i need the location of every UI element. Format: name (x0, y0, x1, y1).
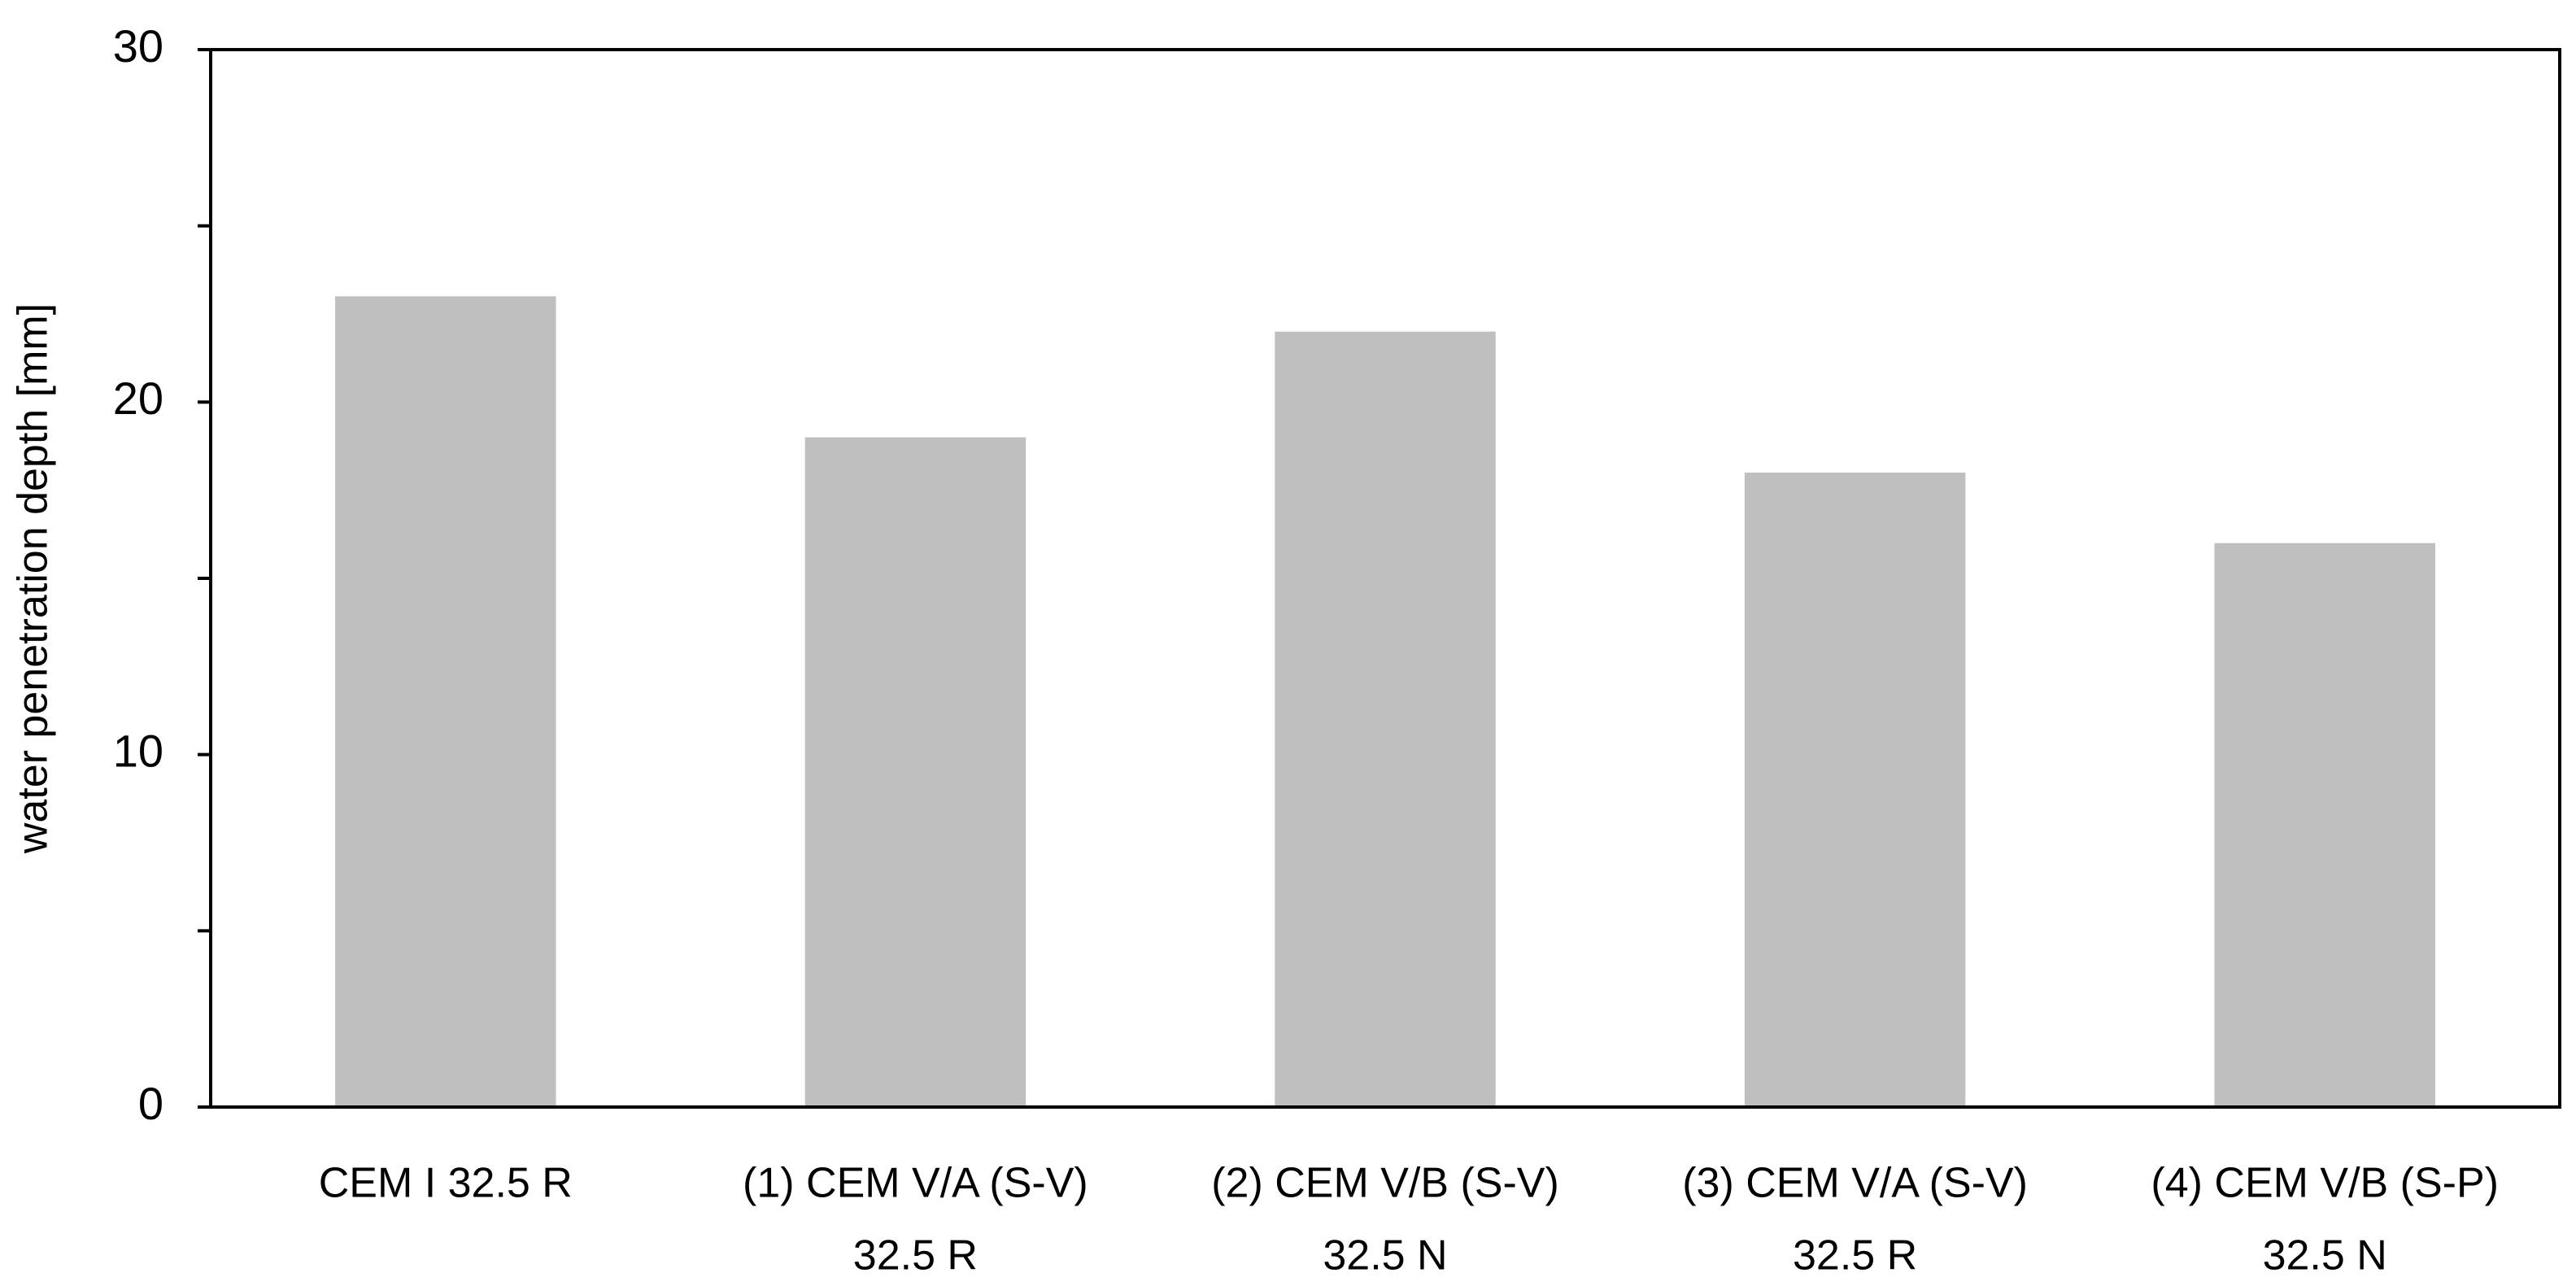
bar (2214, 543, 2435, 1107)
x-tick-label: (4) CEM V/B (S-P) (2151, 1160, 2499, 1207)
bar (335, 296, 556, 1107)
x-tick-label: (2) CEM V/B (S-V) (1211, 1160, 1559, 1207)
y-axis-title: water penetration depth [mm] (10, 303, 57, 854)
x-tick-label: CEM I 32.5 R (319, 1160, 573, 1207)
x-tick-label: (3) CEM V/A (S-V) (1682, 1160, 2028, 1207)
y-tick-label: 0 (138, 1078, 163, 1129)
y-tick-label: 30 (113, 20, 163, 72)
x-tick-label: 32.5 R (853, 1232, 978, 1279)
x-tick-label: 32.5 R (1793, 1232, 1917, 1279)
y-tick-label: 20 (113, 373, 163, 424)
bar (1275, 331, 1496, 1108)
x-tick-label: (1) CEM V/A (S-V) (743, 1160, 1088, 1207)
y-tick-label: 10 (113, 725, 163, 776)
plot-frame (209, 48, 2561, 1109)
x-tick-label: 32.5 N (1323, 1232, 1447, 1279)
bar (1744, 473, 1966, 1107)
x-tick-label: 32.5 N (2263, 1232, 2387, 1279)
bar (804, 437, 1026, 1107)
